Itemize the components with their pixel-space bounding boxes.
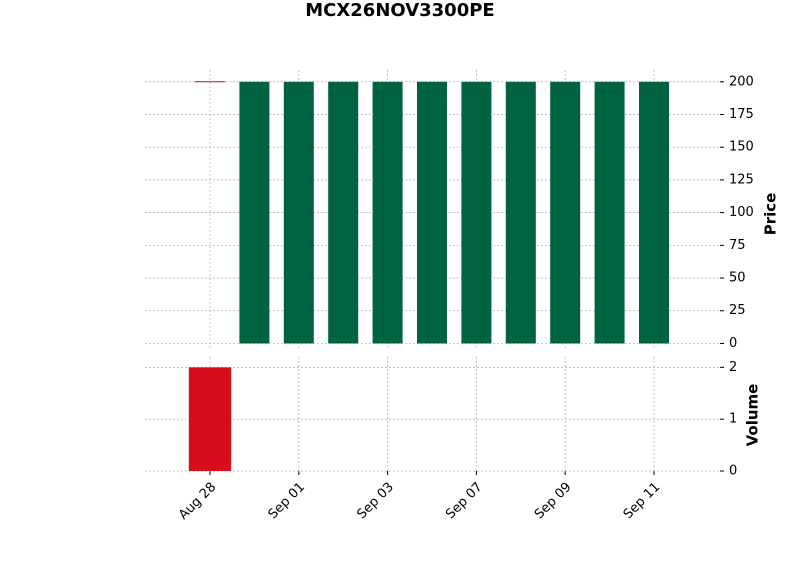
- candle-body: [372, 81, 403, 344]
- x-tick-label: Sep 01: [266, 480, 309, 523]
- y-tick-label: 100: [729, 205, 754, 220]
- candle-body: [505, 81, 536, 344]
- y-tick-label: 50: [729, 271, 746, 286]
- y-tick-label: 125: [729, 172, 754, 187]
- y-tick-label: 150: [729, 140, 754, 155]
- x-tick-label: Sep 09: [532, 480, 575, 523]
- candle-body: [639, 81, 669, 344]
- volume-tick-label: 0: [729, 464, 737, 479]
- candle-body: [239, 81, 270, 344]
- candle-body: [594, 81, 625, 344]
- candle-body: [417, 81, 447, 344]
- y-tick-label: 175: [729, 107, 754, 122]
- y-axis-label: Price: [762, 193, 780, 236]
- y-tick-label: 200: [729, 74, 754, 89]
- x-tick-label: Sep 07: [443, 480, 486, 523]
- candle-body: [461, 81, 492, 344]
- volume-tick-label: 2: [729, 360, 737, 375]
- x-tick-label: Sep 03: [354, 480, 397, 523]
- candle-body: [328, 81, 359, 344]
- y-tick-label: 0: [729, 336, 737, 351]
- y-tick-label: 25: [729, 303, 746, 318]
- volume-axis-label: Volume: [744, 384, 762, 447]
- volume-tick-label: 1: [729, 412, 737, 427]
- candle-body: [283, 81, 314, 344]
- y-tick-label: 75: [729, 238, 746, 253]
- chart-title: MCX26NOV3300PE: [305, 0, 494, 21]
- volume-bar: [188, 367, 232, 471]
- x-tick-label: Sep 11: [621, 480, 664, 523]
- candle-body: [550, 81, 581, 344]
- x-tick-label: Aug 28: [176, 480, 219, 523]
